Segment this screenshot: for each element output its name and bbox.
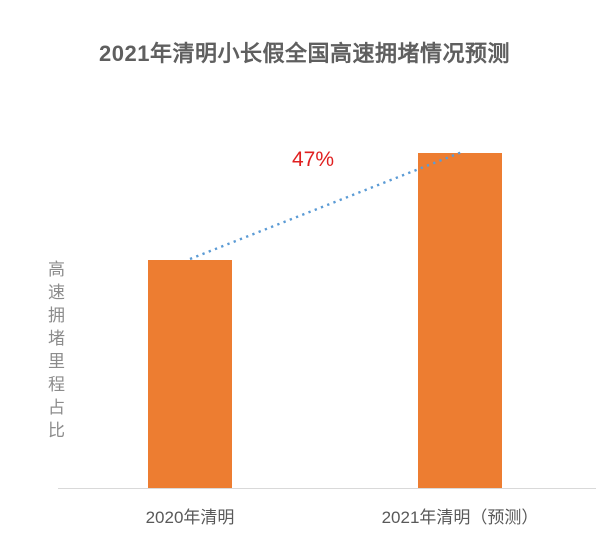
x-axis-label-1: 2021年清明（预测） xyxy=(381,508,539,527)
chart-title: 2021年清明小长假全国高速拥堵情况预测 xyxy=(99,41,510,66)
growth-percentage-annotation: 47% xyxy=(292,148,335,171)
x-axis-label-0: 2020年清明 xyxy=(145,508,235,527)
x-axis-line xyxy=(58,488,596,489)
bar-0 xyxy=(148,260,232,488)
bar-1 xyxy=(418,153,502,488)
y-axis-label: 高速拥堵里程占比 xyxy=(45,260,64,444)
